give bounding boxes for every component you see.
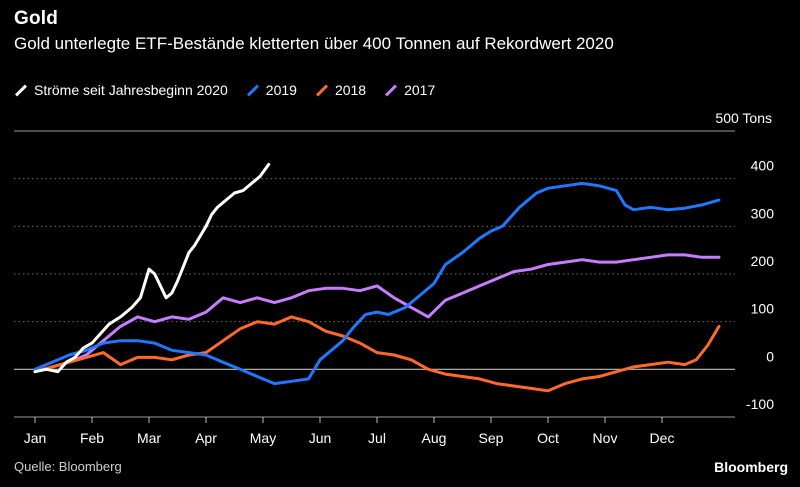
series-line-str-me-seit-jahresbeginn-2020 <box>33 162 271 374</box>
x-tick-label: Nov <box>593 430 618 446</box>
series-line-2019 <box>33 181 721 386</box>
chart-legend: Ströme seit Jahresbeginn 2020 2019 2018 … <box>14 82 453 98</box>
y-tick-label: 500 Tons <box>715 110 772 126</box>
series-line-2017 <box>33 253 721 374</box>
x-tick-label: Jun <box>309 430 332 446</box>
x-tick-label: Oct <box>537 430 559 446</box>
x-tick-label: Jul <box>368 430 386 446</box>
x-tick-label: Aug <box>422 430 447 446</box>
legend-item-2017: 2017 <box>384 82 435 98</box>
x-tick-label: Dec <box>650 430 675 446</box>
source-note: Quelle: Bloomberg <box>14 459 122 474</box>
legend-item-2019: 2019 <box>246 82 297 98</box>
x-tick-label: Sep <box>479 430 504 446</box>
y-tick-label: -100 <box>746 396 774 412</box>
brand-logo: Bloomberg <box>714 459 788 475</box>
y-tick-label: 0 <box>766 348 774 364</box>
legend-label-2019: 2019 <box>265 82 297 98</box>
y-tick-label: 300 <box>751 205 775 221</box>
x-tick-label: Apr <box>195 430 217 446</box>
legend-item-2020: Ströme seit Jahresbeginn 2020 <box>14 82 228 98</box>
legend-label-2020: Ströme seit Jahresbeginn 2020 <box>34 82 228 98</box>
chart-subtitle: Gold unterlegte ETF-Bestände kletterten … <box>14 34 614 53</box>
y-tick-label: 100 <box>751 301 775 317</box>
legend-label-2018: 2018 <box>334 82 367 98</box>
legend-label-2017: 2017 <box>404 82 436 98</box>
legend-item-2018: 2018 <box>315 82 366 98</box>
series-line-2018 <box>33 315 721 393</box>
x-tick-label: Feb <box>80 430 104 446</box>
chart-title: Gold <box>14 8 59 29</box>
x-tick-label: Jan <box>24 430 47 446</box>
x-tick-label: Mar <box>137 430 161 446</box>
x-tick-label: May <box>250 430 276 446</box>
y-tick-label: 200 <box>751 253 775 269</box>
y-tick-label: 400 <box>751 158 775 174</box>
